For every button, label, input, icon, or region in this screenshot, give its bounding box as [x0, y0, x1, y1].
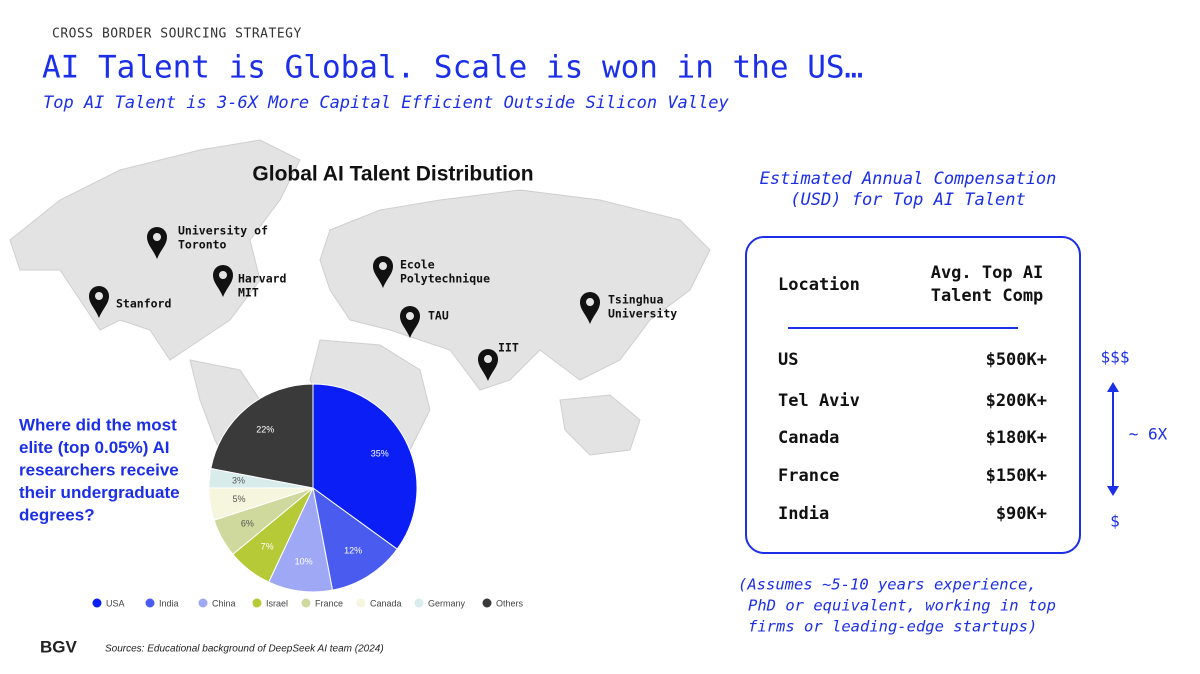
slice-label: 35%: [371, 448, 389, 458]
table-box: [745, 236, 1081, 554]
pin-label: TAU: [428, 309, 449, 323]
slice-label: 22%: [256, 425, 274, 435]
col-header: Talent Comp: [931, 286, 1044, 306]
location: Canada: [778, 428, 839, 448]
subtitle: Top AI Talent is 3-6X More Capital Effic…: [43, 93, 730, 113]
location: US: [778, 350, 798, 370]
slice-label: 7%: [261, 542, 274, 552]
scale-ratio: ~ 6X: [1129, 425, 1168, 444]
logo: BGV: [40, 637, 78, 656]
scale-high: $$$: [1101, 348, 1130, 367]
legend-label: USA: [106, 598, 125, 608]
pie-slice: [210, 383, 314, 489]
pie-slice: [312, 383, 418, 550]
pin-label: Tsinghua: [608, 293, 663, 307]
pie-question: elite (top 0.05%) AI: [19, 438, 170, 457]
legend-label: Israel: [266, 598, 288, 608]
pin-label: Stanford: [116, 297, 171, 311]
comp-value: $150K+: [986, 466, 1047, 486]
legend-swatch: [356, 598, 366, 608]
slice-label: 12%: [344, 546, 362, 556]
map-pin: [213, 265, 233, 297]
legend-label: Others: [496, 598, 524, 608]
location: India: [778, 504, 829, 524]
legend-label: France: [315, 598, 343, 608]
pin-label: University of: [178, 224, 268, 238]
source: Sources: Educational background of DeepS…: [105, 644, 384, 655]
note: (Assumes ~5-10 years experience,: [738, 576, 1037, 594]
slice-label: 6%: [241, 518, 254, 528]
comp-title: Estimated Annual Compensation: [760, 169, 1057, 189]
pin-label: Harvard: [238, 272, 287, 286]
legend-label: China: [212, 598, 236, 608]
slice-label: 5%: [233, 494, 246, 504]
scale-low: $: [1110, 512, 1120, 531]
legend-label: Canada: [370, 598, 402, 608]
comp-value: $500K+: [986, 350, 1047, 370]
pin-label: IIT: [498, 341, 519, 355]
eyebrow: CROSS BORDER SOURCING STRATEGY: [52, 27, 302, 42]
pie-slice: [312, 486, 398, 591]
location: France: [778, 466, 839, 486]
slice-label: 10%: [295, 557, 313, 567]
legend-swatch: [414, 598, 424, 608]
pin-label: University: [608, 307, 677, 321]
legend-swatch: [145, 598, 155, 608]
legend-swatch: [482, 598, 492, 608]
legend-swatch: [92, 598, 102, 608]
map-pin: [373, 256, 393, 288]
note: firms or leading-edge startups): [748, 618, 1037, 636]
comp-value: $90K+: [996, 504, 1047, 524]
col-header: Location: [778, 275, 860, 295]
pin-label: Ecole: [400, 258, 435, 272]
comp-value: $200K+: [986, 391, 1047, 411]
col-header: Avg. Top AI: [931, 263, 1044, 283]
legend-swatch: [301, 598, 311, 608]
legend-swatch: [198, 598, 208, 608]
map-title: Global AI Talent Distribution: [252, 163, 533, 186]
pin-label: Toronto: [178, 238, 227, 252]
world-map: [9, 139, 711, 481]
map-pin: [147, 227, 167, 259]
pie-question: Where did the most: [19, 415, 177, 434]
map-pin: [400, 306, 420, 338]
title: AI Talent is Global. Scale is won in the…: [42, 50, 863, 86]
comp-title: (USD) for Top AI Talent: [790, 190, 1025, 210]
pin-label: MIT: [238, 286, 259, 300]
pie-question: researchers receive: [19, 460, 179, 479]
legend-label: Germany: [428, 598, 466, 608]
map-pin: [89, 286, 109, 318]
map-pin: [580, 292, 600, 324]
note: PhD or equivalent, working in top: [748, 597, 1056, 615]
location: Tel Aviv: [778, 391, 860, 411]
comp-value: $180K+: [986, 428, 1047, 448]
slice-label: 3%: [232, 475, 245, 485]
map-pin: [478, 349, 498, 381]
pin-label: Polytechnique: [400, 272, 490, 286]
pie-question: their undergraduate: [19, 483, 180, 502]
legend-label: India: [159, 598, 179, 608]
legend-swatch: [252, 598, 262, 608]
pie-question: degrees?: [19, 505, 95, 524]
